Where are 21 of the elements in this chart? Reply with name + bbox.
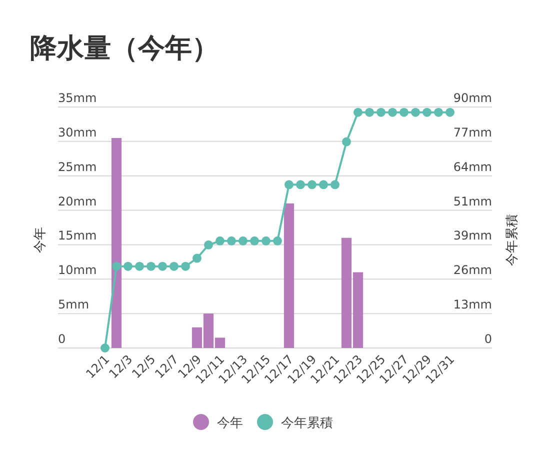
y-axis-title: 今年 <box>33 227 48 253</box>
chart-title: 降水量（今年） <box>30 33 219 64</box>
y-tick-label: 0 <box>58 332 66 346</box>
y-tick-label: 5mm <box>58 298 90 312</box>
y-tick-label: 25mm <box>58 160 97 174</box>
y2-tick-label: 13mm <box>453 298 492 312</box>
y-tick-label: 30mm <box>58 125 97 140</box>
y2-axis-title: 今年累積 <box>505 214 520 266</box>
y2-tick-label: 39mm <box>453 228 492 243</box>
y-tick-label: 20mm <box>58 194 97 208</box>
legend-label: 今年累積 <box>281 416 333 431</box>
y2-tick-label: 0 <box>484 332 492 346</box>
y-tick-label: 15mm <box>58 228 97 243</box>
y-tick-label: 35mm <box>58 91 97 105</box>
y2-tick-label: 64mm <box>453 160 492 174</box>
y2-tick-label: 90mm <box>453 91 492 105</box>
y2-tick-label: 26mm <box>453 263 492 278</box>
y2-tick-label: 77mm <box>453 125 492 140</box>
legend-label: 今年 <box>217 416 243 431</box>
y2-tick-label: 51mm <box>453 194 492 208</box>
y-tick-label: 10mm <box>58 263 97 278</box>
